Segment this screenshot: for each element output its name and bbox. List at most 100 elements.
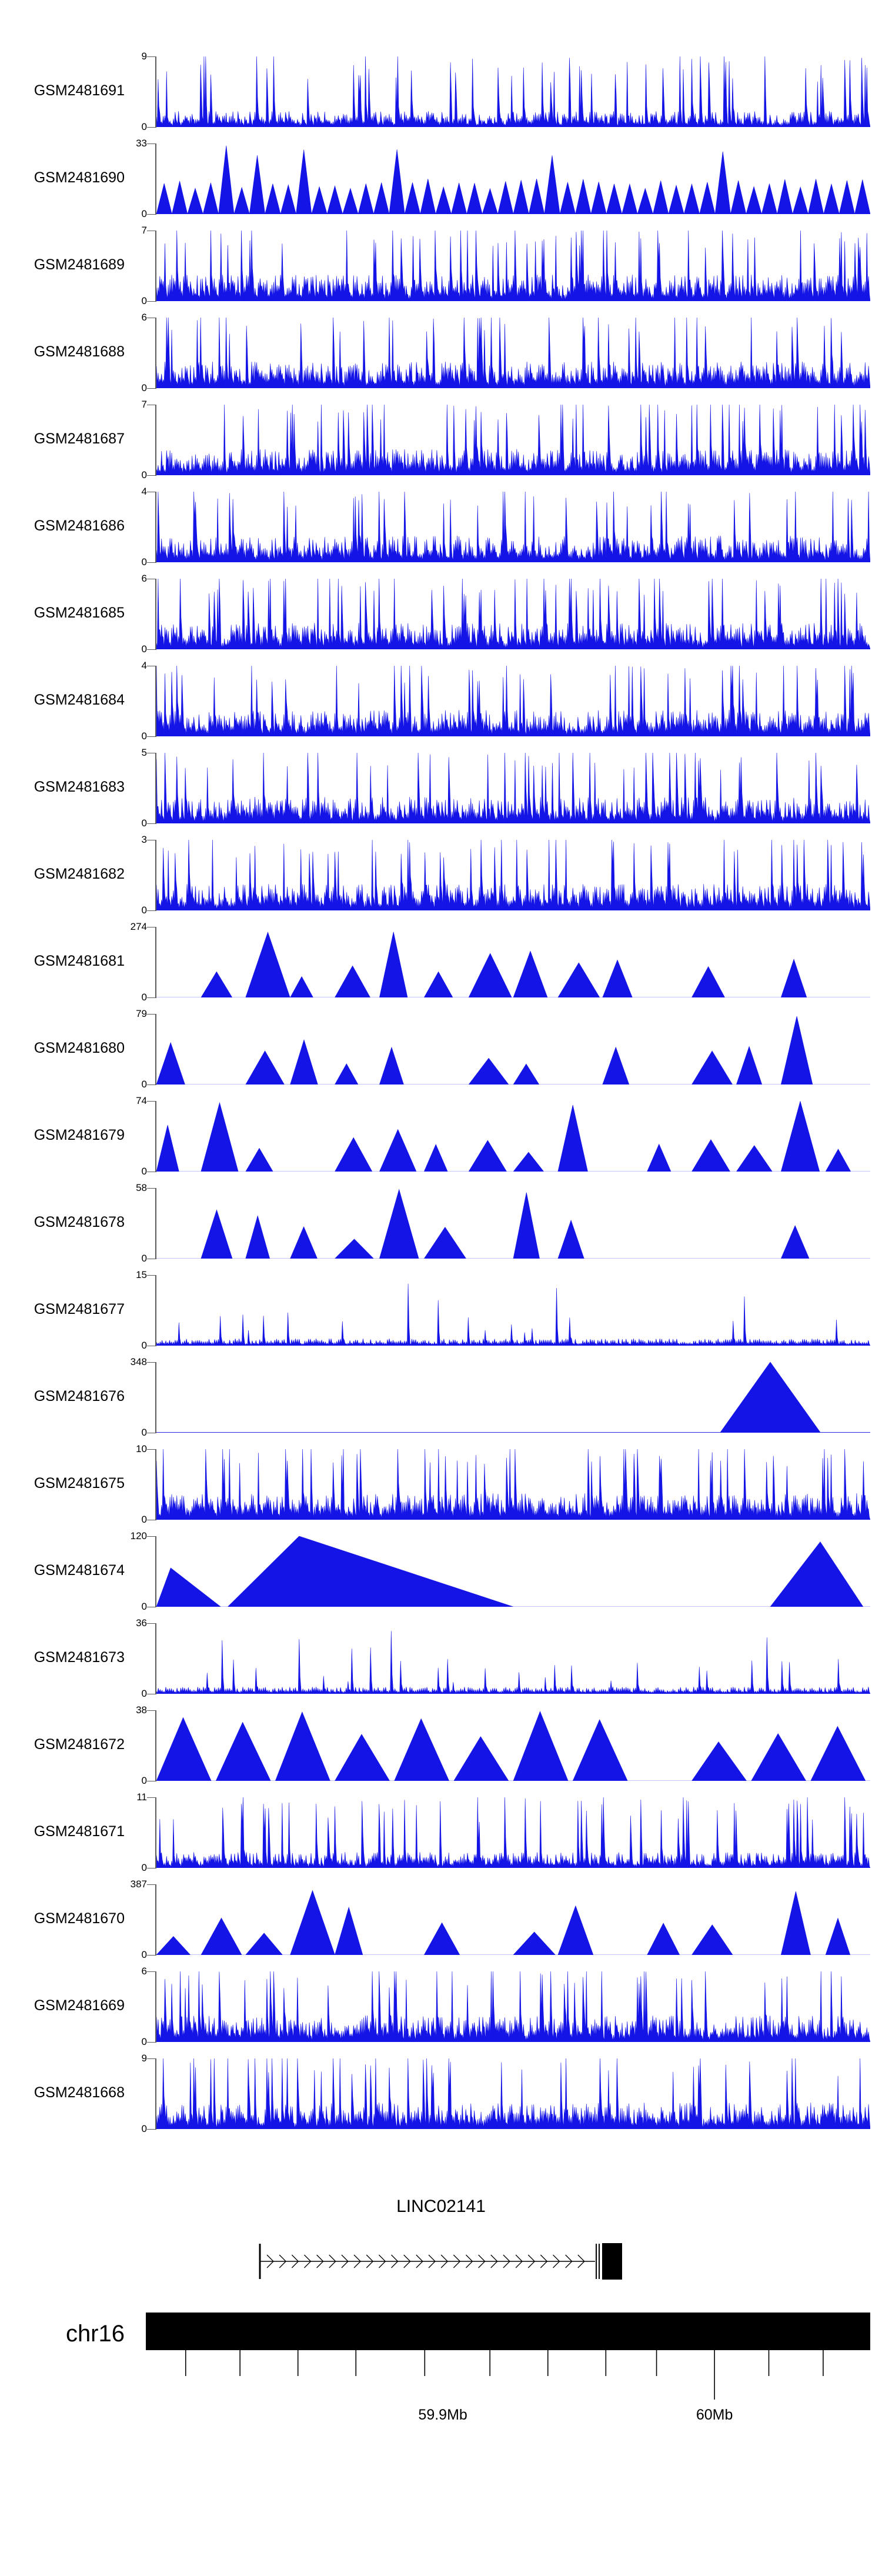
- track-signal-plot[interactable]: [156, 1884, 870, 1955]
- track-sample-label: GSM2481680: [34, 1040, 125, 1056]
- axis-max-value: 9: [141, 2053, 147, 2064]
- signal-track: GSM2481670 387 0: [0, 1849, 882, 1960]
- track-signal-plot[interactable]: [156, 492, 870, 562]
- track-axis: 10 0: [125, 1444, 156, 1524]
- track-signal-plot[interactable]: [156, 579, 870, 649]
- track-signal-plot[interactable]: [156, 318, 870, 388]
- signal-track: GSM2481681 274 0: [0, 892, 882, 1002]
- axis-max-value: 11: [136, 1791, 147, 1803]
- gene-annotation-track: LINC02141: [0, 2161, 882, 2280]
- axis-min-value: 0: [141, 208, 147, 219]
- axis-min-value: 0: [141, 382, 147, 393]
- axis-min-value: 0: [141, 643, 147, 655]
- track-sample-label: GSM2481686: [34, 518, 125, 534]
- axis-line: [155, 840, 156, 910]
- axis-min-value: 0: [141, 817, 147, 829]
- axis-min-value: 0: [141, 556, 147, 568]
- axis-tick-max: [147, 1797, 156, 1798]
- axis-line: [155, 1797, 156, 1868]
- track-signal-plot[interactable]: [156, 56, 870, 127]
- track-signal-plot[interactable]: [156, 1623, 870, 1694]
- track-signal-plot[interactable]: [156, 2058, 870, 2129]
- track-sample-label: GSM2481690: [34, 169, 125, 186]
- track-signal-plot[interactable]: [156, 405, 870, 475]
- chromosome-ideogram-bar[interactable]: [146, 2313, 870, 2350]
- axis-max-value: 6: [141, 573, 147, 584]
- track-signal-plot[interactable]: [156, 1275, 870, 1346]
- axis-tick-min: [147, 562, 156, 563]
- axis-max-value: 15: [136, 1269, 147, 1280]
- track-sample-label: GSM2481676: [34, 1388, 125, 1404]
- signal-track: GSM2481691 9 0: [0, 21, 882, 132]
- axis-tick-max: [147, 56, 156, 57]
- signal-track: GSM2481682 3 0: [0, 805, 882, 915]
- axis-min-value: 0: [141, 1862, 147, 1873]
- track-sample-label: GSM2481684: [34, 692, 125, 708]
- axis-tick-min: [147, 2042, 156, 2043]
- signal-track: GSM2481674 120 0: [0, 1501, 882, 1611]
- axis-tick-max: [147, 1536, 156, 1537]
- track-axis: 15 0: [125, 1270, 156, 1350]
- signal-track: GSM2481684 4 0: [0, 630, 882, 741]
- track-signal-plot[interactable]: [156, 1536, 870, 1607]
- axis-tick-max: [147, 1362, 156, 1363]
- axis-tick-min: [147, 823, 156, 824]
- axis-max-value: 38: [136, 1704, 147, 1716]
- axis-min-value: 0: [141, 1514, 147, 1525]
- axis-min-value: 0: [141, 295, 147, 306]
- track-signal-plot[interactable]: [156, 1449, 870, 1520]
- track-axis: 33 0: [125, 138, 156, 219]
- axis-line: [155, 1014, 156, 1085]
- gene-model-graphic[interactable]: [259, 2226, 623, 2297]
- axis-line: [155, 492, 156, 562]
- signal-track: GSM2481678 58 0: [0, 1153, 882, 1263]
- axis-line: [155, 405, 156, 475]
- axis-min-value: 0: [141, 1949, 147, 1960]
- track-sample-label: GSM2481674: [34, 1562, 125, 1579]
- axis-min-value: 0: [141, 1775, 147, 1786]
- track-signal-plot[interactable]: [156, 144, 870, 214]
- track-signal-plot[interactable]: [156, 1101, 870, 1172]
- track-signal-plot[interactable]: [156, 231, 870, 301]
- track-signal-plot[interactable]: [156, 927, 870, 997]
- signal-track: GSM2481675 10 0: [0, 1414, 882, 1524]
- axis-max-value: 79: [136, 1008, 147, 1019]
- track-signal-plot[interactable]: [156, 666, 870, 736]
- signal-track: GSM2481685 6 0: [0, 543, 882, 654]
- axis-line: [155, 1362, 156, 1433]
- axis-min-value: 0: [141, 730, 147, 742]
- track-signal-plot[interactable]: [156, 1014, 870, 1085]
- axis-line: [155, 2058, 156, 2129]
- axis-line: [155, 144, 156, 214]
- axis-line: [155, 1536, 156, 1607]
- axis-tick-min: [147, 910, 156, 911]
- track-sample-label: GSM2481670: [34, 1910, 125, 1927]
- axis-min-value: 0: [141, 2036, 147, 2047]
- signal-track: GSM2481669 6 0: [0, 1936, 882, 2047]
- axis-max-value: 10: [136, 1443, 147, 1454]
- axis-max-value: 274: [130, 921, 147, 932]
- track-signal-plot[interactable]: [156, 1971, 870, 2042]
- axis-tick-min: [147, 649, 156, 650]
- track-axis: 38 0: [125, 1705, 156, 1786]
- axis-line: [155, 1710, 156, 1781]
- axis-min-value: 0: [141, 992, 147, 1003]
- track-axis: 120 0: [125, 1531, 156, 1611]
- track-signal-plot[interactable]: [156, 753, 870, 823]
- track-signal-plot[interactable]: [156, 1188, 870, 1259]
- track-signal-plot[interactable]: [156, 1710, 870, 1781]
- track-signal-plot[interactable]: [156, 1797, 870, 1868]
- axis-max-value: 387: [130, 1878, 147, 1890]
- track-axis: 74 0: [125, 1096, 156, 1176]
- signal-track: GSM2481683 5 0: [0, 718, 882, 828]
- track-signal-plot[interactable]: [156, 1362, 870, 1433]
- axis-min-value: 0: [141, 2123, 147, 2134]
- axis-max-value: 5: [141, 747, 147, 758]
- axis-max-value: 9: [141, 51, 147, 62]
- axis-min-value: 0: [141, 1166, 147, 1177]
- track-sample-label: GSM2481687: [34, 431, 125, 447]
- axis-min-value: 0: [141, 1253, 147, 1264]
- track-signal-plot[interactable]: [156, 840, 870, 910]
